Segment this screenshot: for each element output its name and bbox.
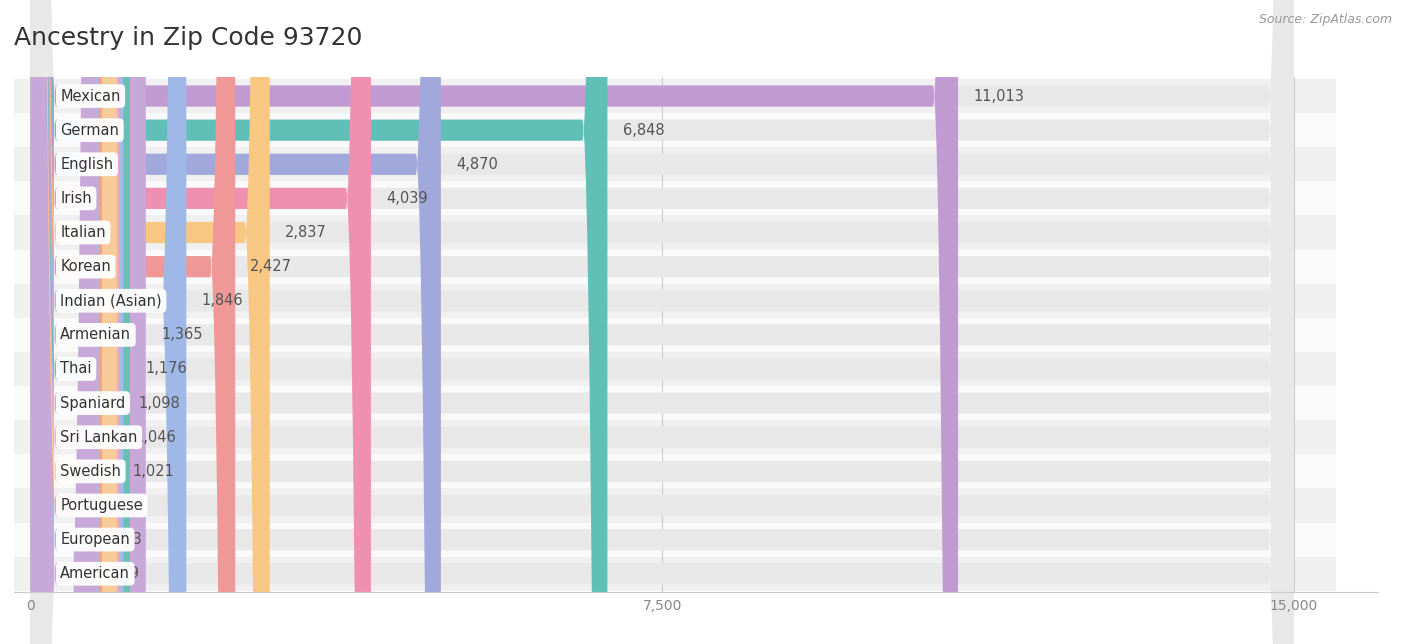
FancyBboxPatch shape [31, 0, 1294, 644]
Text: Mexican: Mexican [60, 88, 121, 104]
FancyBboxPatch shape [31, 0, 129, 644]
Bar [0, 147, 1336, 182]
Text: Italian: Italian [60, 225, 105, 240]
Text: 11,013: 11,013 [973, 88, 1024, 104]
Text: 4,870: 4,870 [456, 156, 498, 172]
Text: European: European [60, 532, 131, 547]
Text: Irish: Irish [60, 191, 91, 206]
Bar [0, 250, 1336, 284]
Text: 1,021: 1,021 [132, 464, 174, 479]
Bar [0, 386, 1336, 420]
FancyBboxPatch shape [31, 0, 1294, 644]
FancyBboxPatch shape [31, 0, 120, 644]
FancyBboxPatch shape [31, 0, 1294, 644]
FancyBboxPatch shape [31, 0, 146, 644]
FancyBboxPatch shape [31, 0, 1294, 644]
FancyBboxPatch shape [31, 0, 957, 644]
FancyBboxPatch shape [31, 0, 1294, 644]
Bar [0, 522, 1336, 556]
Bar [0, 284, 1336, 318]
Text: Spaniard: Spaniard [60, 395, 125, 411]
Text: 1,365: 1,365 [160, 327, 202, 343]
Bar [0, 216, 1336, 250]
Text: Source: ZipAtlas.com: Source: ZipAtlas.com [1258, 13, 1392, 26]
FancyBboxPatch shape [31, 0, 1294, 644]
FancyBboxPatch shape [31, 0, 1294, 644]
Text: Armenian: Armenian [60, 327, 131, 343]
Text: Sri Lankan: Sri Lankan [60, 430, 138, 445]
FancyBboxPatch shape [31, 0, 1294, 644]
FancyBboxPatch shape [31, 0, 441, 644]
Text: 779: 779 [111, 566, 139, 582]
FancyBboxPatch shape [31, 0, 1294, 644]
Bar [0, 113, 1336, 147]
Text: English: English [60, 156, 114, 172]
FancyBboxPatch shape [31, 0, 187, 644]
Text: Thai: Thai [60, 361, 91, 377]
Bar [0, 488, 1336, 522]
FancyBboxPatch shape [31, 0, 97, 644]
FancyBboxPatch shape [31, 0, 270, 644]
FancyBboxPatch shape [31, 0, 235, 644]
FancyBboxPatch shape [31, 0, 98, 644]
Text: 1,176: 1,176 [145, 361, 187, 377]
Text: Indian (Asian): Indian (Asian) [60, 293, 162, 308]
FancyBboxPatch shape [31, 0, 371, 644]
Text: 2,837: 2,837 [285, 225, 326, 240]
Text: Korean: Korean [60, 259, 111, 274]
Bar [0, 79, 1336, 113]
Bar [0, 352, 1336, 386]
Text: 2,427: 2,427 [250, 259, 292, 274]
Text: American: American [60, 566, 131, 582]
FancyBboxPatch shape [31, 0, 124, 644]
FancyBboxPatch shape [31, 0, 1294, 644]
FancyBboxPatch shape [31, 0, 607, 644]
Bar [0, 182, 1336, 216]
Text: 1,098: 1,098 [138, 395, 180, 411]
Text: 803: 803 [114, 532, 142, 547]
Text: Ancestry in Zip Code 93720: Ancestry in Zip Code 93720 [14, 26, 363, 50]
FancyBboxPatch shape [31, 0, 1294, 644]
Text: 1,046: 1,046 [134, 430, 176, 445]
Bar [0, 318, 1336, 352]
FancyBboxPatch shape [31, 0, 1294, 644]
FancyBboxPatch shape [31, 0, 1294, 644]
Text: 4,039: 4,039 [387, 191, 427, 206]
FancyBboxPatch shape [31, 0, 1294, 644]
Text: Portuguese: Portuguese [60, 498, 143, 513]
Bar [0, 454, 1336, 488]
FancyBboxPatch shape [31, 0, 1294, 644]
Bar [0, 420, 1336, 454]
FancyBboxPatch shape [31, 0, 117, 644]
Text: Swedish: Swedish [60, 464, 121, 479]
Text: 844: 844 [117, 498, 145, 513]
Bar [0, 556, 1336, 591]
Text: 6,848: 6,848 [623, 122, 664, 138]
Text: German: German [60, 122, 120, 138]
Text: 1,846: 1,846 [201, 293, 243, 308]
FancyBboxPatch shape [31, 0, 103, 644]
